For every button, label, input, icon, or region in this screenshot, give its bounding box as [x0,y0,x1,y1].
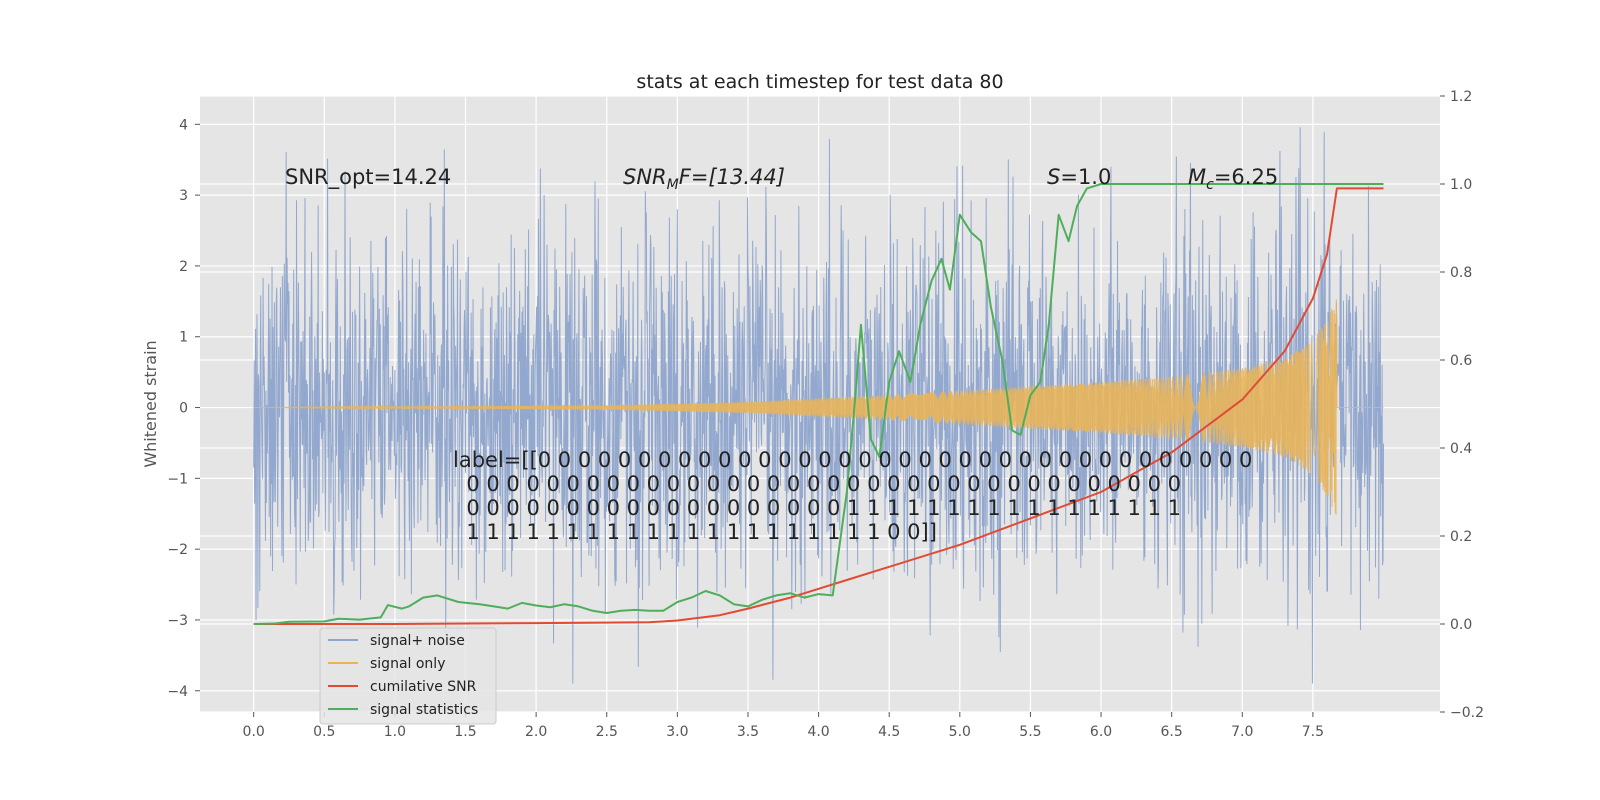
label-line-1: label=[[0 0 0 0 0 0 0 0 0 0 0 0 0 0 0 0 … [453,448,1252,472]
y-tick-label: 4 [179,117,188,133]
x-tick-label: 2.0 [525,724,547,740]
x-tick-label: 3.0 [666,724,688,740]
x-tick-label: 3.5 [737,724,759,740]
y2-tick-label: 0.0 [1450,617,1472,633]
x-tick-label: 7.5 [1302,724,1324,740]
y-tick-label: 2 [179,259,188,275]
y-tick-label: −2 [167,542,188,558]
label-line-3: 0 0 0 0 0 0 0 0 0 0 0 0 0 0 0 0 0 0 0 1 … [453,496,1181,520]
label-line-4: 1 1 1 1 1 1 1 1 1 1 1 1 1 1 1 1 1 1 1 1 … [453,520,937,544]
annotation-s: S=1.0 [1047,165,1111,189]
annotation-s-value: =1.0 [1060,165,1111,189]
y-tick-label: 3 [179,188,188,204]
y2-tick-label: 0.6 [1450,353,1472,369]
annotation-mc-symbol: M [1188,165,1206,189]
annotation-snr-mf-subscript: M [667,177,679,193]
legend: signal+ noise signal only cumilative SNR… [319,627,497,725]
annotation-s-symbol: S [1047,165,1060,189]
series-signal-statistics [253,183,1384,625]
x-tick-label: 5.5 [1019,724,1041,740]
legend-box [319,627,497,725]
x-tick-label: 5.0 [949,724,971,740]
legend-label-cumulative-snr: cumilative SNR [370,679,477,695]
y2-tick-label: 1.0 [1450,177,1472,193]
annotation-mc: Mc=6.25 [1188,165,1278,193]
x-tick-label: 1.0 [384,724,406,740]
legend-label-signal-noise: signal+ noise [370,633,465,649]
annotation-snr-opt: SNR_opt=14.24 [285,165,451,190]
series-layer [253,127,1385,684]
chart-title: stats at each timestep for test data 80 [636,71,1003,93]
series-signal-only [253,299,1384,515]
x-tick-label: 6.0 [1090,724,1112,740]
annotation-mc-subscript: c [1206,177,1214,193]
annotation-snr-mf: SNRMF=[13.44] [623,165,785,193]
x-tick-label: 0.0 [243,724,265,740]
y2-tick-label: 0.2 [1450,529,1472,545]
y-tick-label: −1 [167,471,188,487]
annotation-snr-mf-value: F=[13.44] [679,165,785,189]
y2-axis: −0.2 0.0 0.2 0.4 0.6 0.8 1.0 1.2 [1440,89,1484,721]
label-line-2: 0 0 0 0 0 0 0 0 0 0 0 0 0 0 0 0 0 0 0 0 … [453,472,1181,496]
series-signal-noise [253,127,1385,684]
y2-tick-label: 1.2 [1450,89,1472,105]
y-axis-label: Whitened strain [141,340,160,467]
y2-tick-label: 0.4 [1450,441,1472,457]
x-tick-label: 7.0 [1231,724,1253,740]
x-tick-label: 4.0 [807,724,829,740]
y-tick-label: 0 [179,401,188,417]
y-tick-label: −4 [167,684,188,700]
y-tick-label: −3 [167,613,188,629]
y2-tick-label: 0.8 [1450,265,1472,281]
series-cumulative-snr [253,187,1384,625]
legend-label-signal-only: signal only [370,656,445,672]
x-tick-label: 6.5 [1161,724,1183,740]
annotation-mc-value: =6.25 [1214,165,1278,189]
annotation-snr-mf-symbol: SNR [623,165,667,189]
x-axis: 0.0 0.5 1.0 1.5 2.0 2.5 3.0 3.5 4.0 4.5 5.0 5.5 6.0 6… [243,712,1324,740]
y-axis: −4 −3 −2 −1 0 1 2 3 4 [167,117,200,700]
y2-tick-label: −0.2 [1450,705,1484,721]
label-annotation: label=[[0 0 0 0 0 0 0 0 0 0 0 0 0 0 0 0 … [453,448,1252,544]
x-tick-label: 1.5 [454,724,476,740]
x-tick-label: 4.5 [878,724,900,740]
x-tick-label: 2.5 [596,724,618,740]
y-tick-label: 1 [179,330,188,346]
legend-label-signal-statistics: signal statistics [370,702,478,718]
x-tick-label: 0.5 [313,724,335,740]
